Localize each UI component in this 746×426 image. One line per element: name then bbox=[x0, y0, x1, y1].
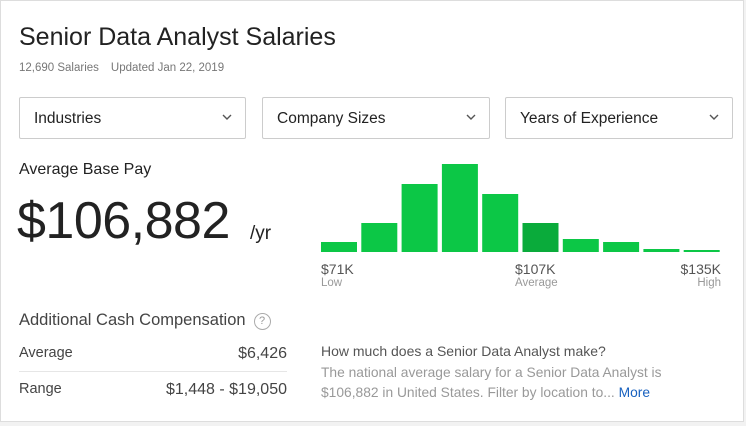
histogram-bar bbox=[603, 242, 640, 252]
row-value: $6,426 bbox=[238, 345, 287, 362]
updated-date: Updated Jan 22, 2019 bbox=[110, 62, 225, 74]
histogram-bar bbox=[482, 194, 519, 252]
dropdown-label: Industries bbox=[34, 110, 102, 127]
histogram-bar bbox=[361, 223, 398, 252]
dropdown-label: Years of Experience bbox=[520, 110, 659, 127]
average-row: Average $6,426 bbox=[19, 345, 287, 362]
range-row: Range $1,448 - $19,050 bbox=[19, 381, 287, 398]
low-caption: Low bbox=[321, 277, 343, 289]
high-value: $135K bbox=[680, 261, 721, 277]
help-icon[interactable]: ? bbox=[253, 313, 271, 330]
more-link[interactable]: More bbox=[618, 385, 651, 400]
row-value: $1,448 - $19,050 bbox=[166, 381, 287, 398]
chevron-down-icon bbox=[222, 114, 232, 120]
histogram-bar bbox=[522, 223, 559, 252]
info-text: The national average salary for a Senior… bbox=[321, 365, 662, 400]
low-value: $71K bbox=[321, 261, 354, 277]
additional-comp-title: Additional Cash Compensation? bbox=[19, 311, 271, 330]
company-sizes-dropdown[interactable]: Company Sizes bbox=[262, 97, 490, 139]
experience-dropdown[interactable]: Years of Experience bbox=[505, 97, 733, 139]
histogram-bar bbox=[321, 242, 357, 252]
salary-histogram bbox=[321, 164, 720, 252]
base-pay-value: $106,882 bbox=[17, 192, 230, 250]
additional-comp-label: Additional Cash Compensation bbox=[19, 311, 246, 329]
histogram-bar bbox=[643, 249, 680, 252]
chevron-down-icon bbox=[709, 114, 719, 120]
row-label: Average bbox=[19, 345, 73, 361]
salary-count: 12,690 Salaries bbox=[19, 62, 99, 74]
histogram-bar bbox=[562, 239, 599, 252]
chevron-down-icon bbox=[466, 114, 476, 120]
average-caption: Average bbox=[515, 277, 558, 289]
dropdown-label: Company Sizes bbox=[277, 110, 386, 127]
info-question: How much does a Senior Data Analyst make… bbox=[321, 343, 606, 359]
histogram-bar bbox=[441, 164, 478, 252]
base-pay-label: Average Base Pay bbox=[19, 161, 152, 178]
average-value: $107K bbox=[515, 261, 556, 277]
row-label: Range bbox=[19, 381, 62, 397]
histogram-bar bbox=[683, 250, 720, 252]
page-title: Senior Data Analyst Salaries bbox=[19, 23, 336, 51]
industries-dropdown[interactable]: Industries bbox=[19, 97, 246, 139]
average-label: $107K Average bbox=[515, 261, 558, 289]
base-pay-unit: /yr bbox=[250, 223, 272, 244]
histogram-bar bbox=[401, 184, 438, 252]
high-caption: High bbox=[697, 277, 721, 289]
subtitle: 12,690 Salaries Updated Jan 22, 2019 bbox=[19, 62, 236, 74]
high-label: $135K High bbox=[681, 261, 721, 289]
info-description: The national average salary for a Senior… bbox=[321, 363, 721, 403]
low-label: $71K Low bbox=[321, 261, 354, 289]
divider bbox=[19, 371, 287, 372]
